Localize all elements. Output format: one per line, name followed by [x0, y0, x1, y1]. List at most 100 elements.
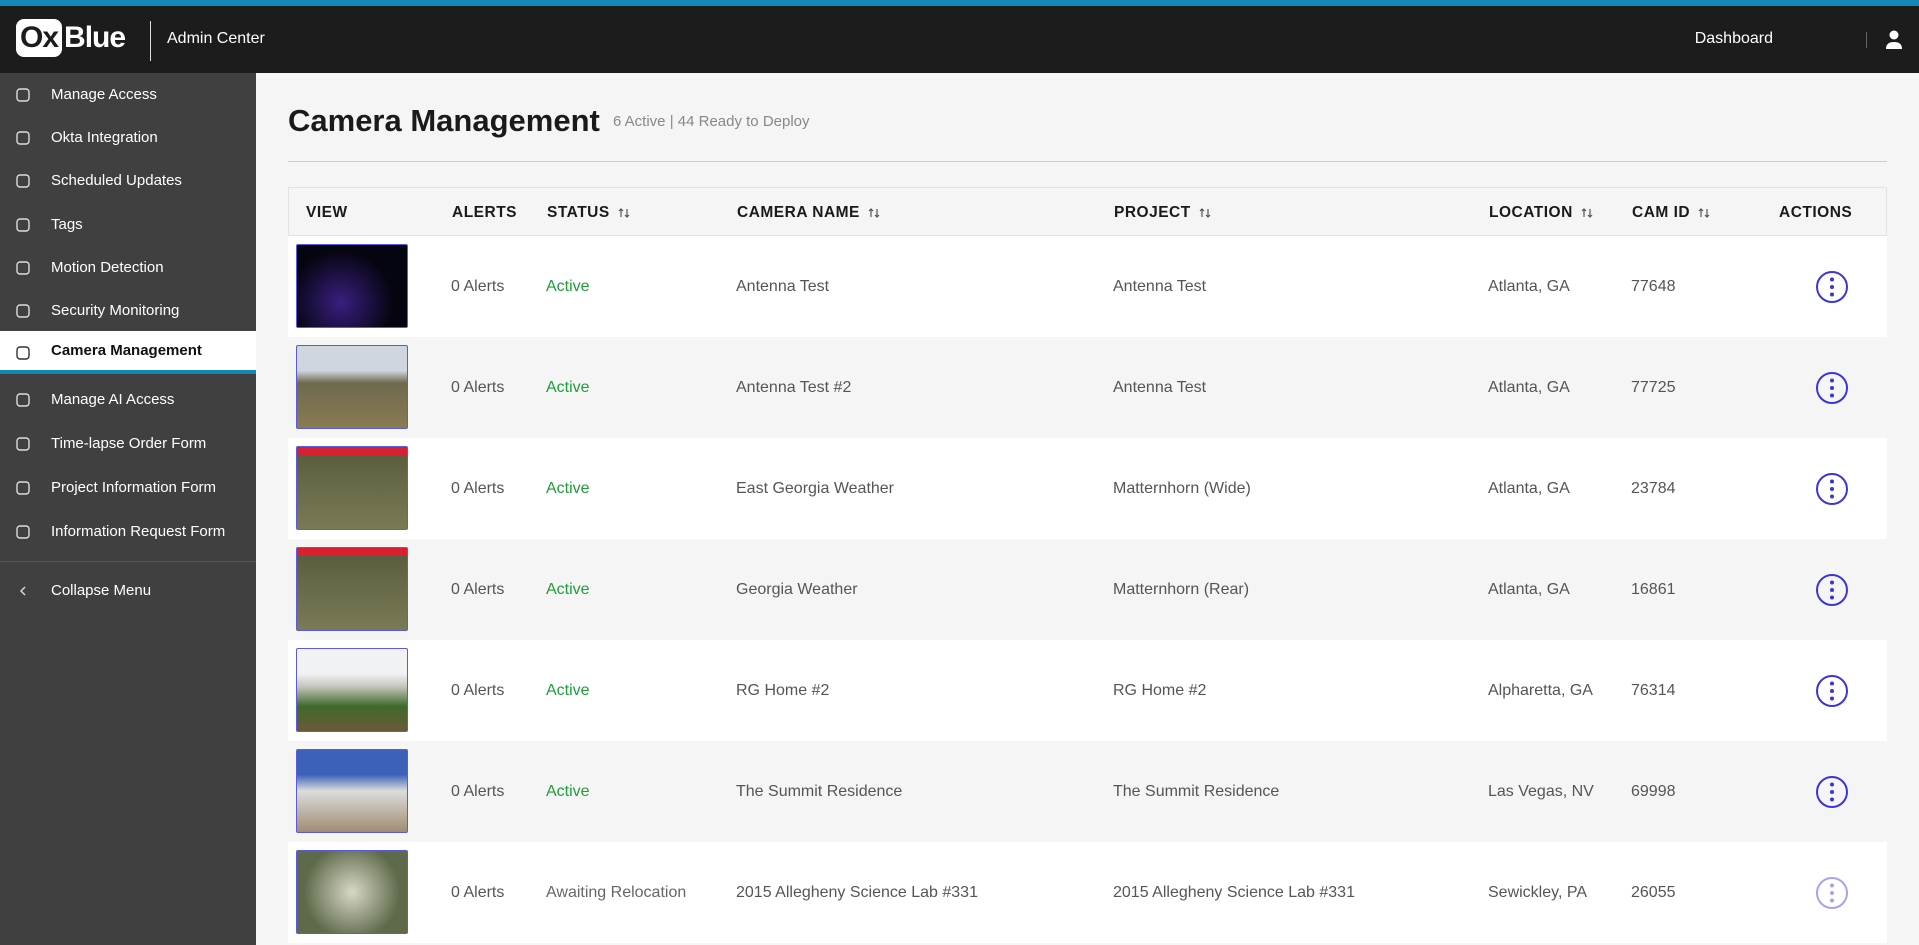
- separator: [1866, 32, 1867, 48]
- nav-item[interactable]: Camera Management: [0, 331, 256, 374]
- project: Antenna Test: [1113, 378, 1207, 396]
- column-header: CAM ID: [1632, 204, 1710, 222]
- actions-button[interactable]: [1815, 674, 1849, 708]
- alerts: 0 Alerts: [451, 681, 505, 699]
- cam-id: 23784: [1631, 479, 1676, 497]
- main: Camera Management 6 Active | 44 Ready to…: [256, 73, 1919, 945]
- camera-name: East Georgia Weather: [736, 479, 895, 497]
- nav-label: Okta Integration: [51, 129, 158, 146]
- nav-item[interactable]: Collapse Menu: [0, 569, 256, 612]
- nav-label: Project Information Form: [51, 479, 217, 496]
- table-row: 0 Alerts Active RG Home #2 RG Home #2 Alphar…: [288, 640, 1887, 741]
- camera-thumbnail[interactable]: [296, 749, 408, 833]
- dashboard-link[interactable]: Dashboard: [1694, 30, 1773, 47]
- project: Matternhorn (Wide): [1113, 479, 1251, 497]
- logo[interactable]: Ox Blue: [16, 19, 126, 57]
- actions-button[interactable]: [1815, 876, 1849, 910]
- actions-button[interactable]: [1815, 371, 1849, 405]
- sort-icon[interactable]: [618, 207, 630, 219]
- page-title: Camera Management: [288, 103, 600, 138]
- location: Sewickley, PA: [1488, 883, 1587, 901]
- table-row: 0 Alerts Active Antenna Test #2 Antenna Tes…: [288, 337, 1887, 438]
- project: Antenna Test: [1113, 277, 1207, 295]
- nav-label: Time-lapse Order Form: [51, 435, 207, 452]
- location: Alpharetta, GA: [1488, 681, 1593, 699]
- camera-thumbnail[interactable]: [296, 850, 408, 934]
- actions-button[interactable]: [1815, 270, 1849, 304]
- actions-button[interactable]: [1815, 573, 1849, 607]
- table-row: 0 Alerts Active East Georgia Weather Matter…: [288, 438, 1887, 539]
- camera-name: 2015 Allegheny Science Lab #331: [736, 883, 978, 901]
- nav-icon: [16, 131, 30, 145]
- table: VIEW ALERTS STATUS CAMERA NAME PROJECT LOCATI…: [288, 187, 1887, 943]
- column-label: LOCATION: [1489, 204, 1573, 221]
- nav-item[interactable]: Manage Access: [0, 73, 256, 116]
- nav-item[interactable]: Manage AI Access: [0, 378, 256, 421]
- nav-item[interactable]: Security Monitoring: [0, 289, 256, 332]
- status: Active: [546, 378, 590, 396]
- status: Active: [546, 580, 590, 598]
- status: Active: [546, 479, 590, 497]
- camera-thumbnail[interactable]: [296, 446, 408, 530]
- sort-icon[interactable]: [868, 207, 880, 219]
- camera-thumbnail[interactable]: [296, 547, 408, 631]
- column-header: ALERTS: [452, 204, 517, 222]
- column-header: VIEW: [306, 204, 348, 222]
- actions-button[interactable]: [1815, 775, 1849, 809]
- column-label: CAMERA NAME: [737, 204, 860, 221]
- user-icon[interactable]: [1885, 30, 1903, 50]
- project: Matternhorn (Rear): [1113, 580, 1250, 598]
- column-label: CAM ID: [1632, 204, 1691, 221]
- nav-icon: [16, 525, 30, 539]
- camera-name: Antenna Test #2: [736, 378, 852, 396]
- column-header: STATUS: [547, 204, 630, 222]
- sort-icon[interactable]: [1199, 207, 1211, 219]
- nav-label: Camera Management: [51, 342, 202, 359]
- cam-id: 16861: [1631, 580, 1676, 598]
- page-subtitle: 6 Active | 44 Ready to Deploy: [613, 113, 810, 130]
- nav-item[interactable]: Okta Integration: [0, 116, 256, 159]
- nav-item[interactable]: Scheduled Updates: [0, 159, 256, 202]
- nav-item[interactable]: Information Request Form: [0, 510, 256, 553]
- cam-id: 76314: [1631, 681, 1676, 699]
- camera-name: The Summit Residence: [736, 782, 903, 800]
- nav-item[interactable]: Motion Detection: [0, 246, 256, 289]
- camera-thumbnail[interactable]: [296, 345, 408, 429]
- nav-item[interactable]: Project Information Form: [0, 466, 256, 509]
- nav-icon: [16, 174, 30, 188]
- alerts: 0 Alerts: [451, 883, 505, 901]
- nav-icon: [16, 304, 30, 318]
- nav-label: Security Monitoring: [51, 302, 180, 319]
- nav-icon: [16, 437, 30, 451]
- sidebar: Manage Access Okta Integration Scheduled U…: [0, 73, 256, 945]
- nav-icon: [16, 88, 30, 102]
- table-row: 0 Alerts Active The Summit Residence The Su…: [288, 741, 1887, 842]
- cam-id: 77725: [1631, 378, 1676, 396]
- column-header: ACTIONS: [1779, 204, 1852, 222]
- location: Atlanta, GA: [1488, 479, 1570, 497]
- camera-thumbnail[interactable]: [296, 244, 408, 328]
- nav-label: Tags: [51, 216, 83, 233]
- alerts: 0 Alerts: [451, 479, 505, 497]
- nav-item[interactable]: Tags: [0, 203, 256, 246]
- nav-icon: [16, 218, 30, 232]
- top-bar: Ox Blue Admin Center Dashboard: [0, 0, 1919, 73]
- cam-id: 69998: [1631, 782, 1676, 800]
- project: The Summit Residence: [1113, 782, 1280, 800]
- nav-icon: [16, 393, 30, 407]
- sort-icon[interactable]: [1698, 207, 1710, 219]
- sort-icon[interactable]: [1581, 207, 1593, 219]
- column-label: ALERTS: [452, 204, 517, 221]
- separator: [150, 21, 151, 61]
- table-row: 0 Alerts Active Antenna Test Antenna Test At…: [288, 236, 1887, 337]
- camera-thumbnail[interactable]: [296, 648, 408, 732]
- nav-label: Manage Access: [51, 86, 157, 103]
- app-name: Admin Center: [167, 30, 265, 47]
- nav-icon: [16, 261, 30, 275]
- actions-button[interactable]: [1815, 472, 1849, 506]
- nav-item[interactable]: Time-lapse Order Form: [0, 422, 256, 465]
- collapse-label: Collapse Menu: [51, 582, 152, 599]
- nav-label: Manage AI Access: [51, 391, 175, 408]
- chevron-icon: [20, 586, 26, 596]
